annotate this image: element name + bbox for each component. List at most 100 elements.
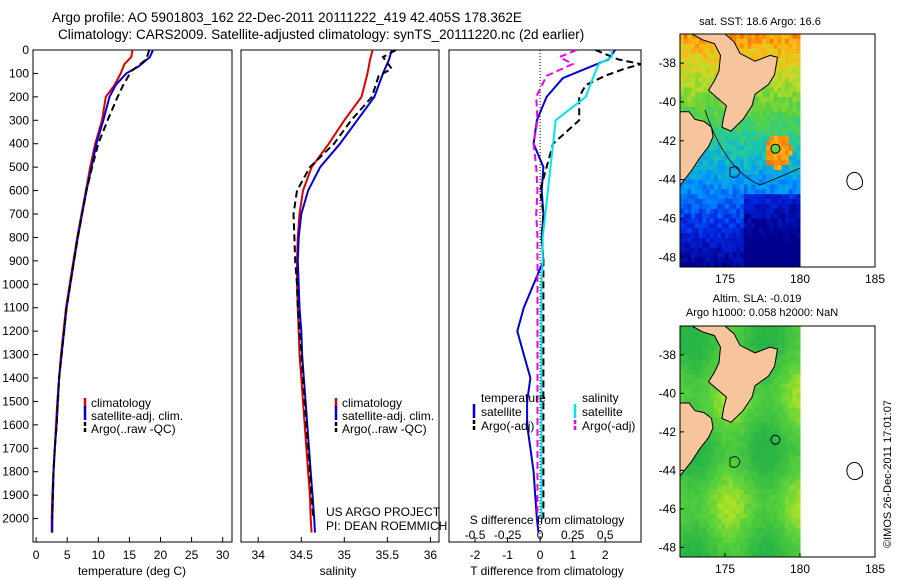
sst-cell (751, 213, 756, 219)
sst-cell (781, 121, 786, 127)
sla-cell (736, 335, 741, 341)
sst-map: sat. SST: 18.6 Argo: 16.6 -38-40-42-44-4… (659, 16, 886, 286)
sst-cell (743, 126, 748, 132)
sst-cell (702, 111, 707, 117)
sla-cell (710, 537, 715, 543)
sst-cell (680, 63, 685, 69)
sla-cell (792, 441, 797, 447)
sst-cell (773, 126, 778, 132)
sst-cell (781, 257, 786, 263)
sst-cell (687, 87, 692, 93)
sla-cell (713, 508, 718, 515)
sla-cell (702, 364, 707, 370)
sla-cell (717, 412, 722, 418)
sla-cell (732, 330, 737, 336)
sla-cell (785, 484, 790, 490)
sst-cell (770, 48, 775, 54)
sst-cell (683, 199, 688, 205)
sla-cell (788, 508, 793, 515)
sst-cell (691, 257, 696, 263)
sla-cell (702, 383, 707, 389)
sla-cell (702, 504, 707, 510)
sla-cell (743, 518, 748, 524)
sla-cell (743, 532, 748, 539)
sla-cell (796, 470, 801, 476)
sla-cell (717, 417, 722, 423)
sla-cell (683, 552, 688, 557)
sst-cell (792, 237, 797, 244)
sla-cell (695, 378, 700, 385)
sst-cell (792, 228, 797, 234)
sst-cell (781, 126, 786, 132)
sla-cell (762, 499, 767, 505)
sla-cell (683, 350, 688, 356)
sst-cell (788, 203, 793, 210)
sla-cell (706, 350, 711, 356)
sla-cell (777, 354, 782, 361)
sst-cell (717, 184, 722, 190)
sst-cell (732, 257, 737, 263)
sst-cell (762, 140, 767, 147)
sst-cell (702, 257, 707, 263)
sla-cell (702, 369, 707, 375)
sla-cell (728, 455, 733, 462)
sst-cell (710, 121, 715, 127)
sst-cell (687, 194, 692, 200)
sla-cell (762, 528, 767, 534)
sla-cell (691, 480, 696, 486)
sla-cell (743, 422, 748, 428)
south-island-land (680, 402, 714, 477)
sla-cell (777, 412, 782, 418)
sla-cell (683, 354, 688, 361)
sla-cell (687, 494, 692, 500)
sst-cell (710, 116, 715, 122)
sla-cell (717, 393, 722, 399)
sst-cell (710, 194, 715, 200)
sst-cell (788, 213, 793, 219)
lon-tick-label: 185 (865, 562, 885, 576)
sst-cell (796, 102, 801, 108)
sst-cell (781, 184, 786, 190)
sst-cell (743, 203, 748, 210)
sst-cell (698, 165, 703, 171)
sla-cell (781, 480, 786, 486)
sla-cell (728, 460, 733, 466)
sla-cell (766, 378, 771, 385)
sla-cell (785, 364, 790, 370)
sla-cell (683, 523, 688, 529)
sst-cell (732, 179, 737, 185)
sst-cell (717, 208, 722, 215)
sst-cell (762, 199, 767, 205)
sst-cell (777, 106, 782, 113)
sla-cell (691, 378, 696, 385)
sla-cell (713, 393, 718, 399)
sst-cell (740, 126, 745, 132)
sst-cell (691, 169, 696, 176)
sst-cell (755, 140, 760, 147)
sla-cell (706, 388, 711, 394)
sla-cell (721, 508, 726, 515)
x-tick-label: 1 (569, 548, 576, 562)
sla-cell (785, 542, 790, 548)
lon-tick-label: 175 (715, 272, 735, 286)
sst-cell (773, 208, 778, 215)
sla-cell (796, 537, 801, 543)
sla-cell (725, 431, 730, 438)
sla-cell (687, 475, 692, 481)
x-tick-label: -1 (502, 548, 513, 562)
sla-heatmap-cells (680, 326, 801, 557)
legend-satellite: satellite-adj. clim. (342, 409, 434, 423)
sst-cell (687, 179, 692, 185)
sla-cell (740, 484, 745, 490)
sla-cell (706, 499, 711, 505)
sst-cell (728, 174, 733, 181)
sst-cell (706, 228, 711, 234)
sst-cell (781, 199, 786, 205)
sst-cell (747, 233, 752, 239)
north-island-land (691, 34, 779, 132)
sla-cell (773, 388, 778, 394)
sst-cell (680, 257, 685, 263)
sla-cell (740, 499, 745, 505)
sla-cell (762, 547, 767, 553)
sst-cell (728, 145, 733, 151)
